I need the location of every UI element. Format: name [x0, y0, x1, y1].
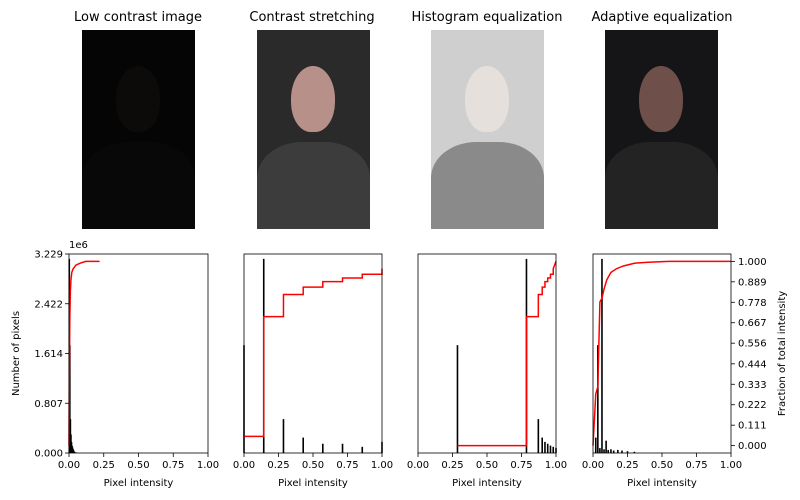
y2-tick-label: 0.000 [738, 441, 767, 452]
y2-tick-label: 0.222 [738, 400, 767, 411]
x-axis-label: Pixel intensity [278, 478, 348, 489]
y-axis-label: Number of pixels [11, 311, 22, 396]
y2-tick-label: 0.667 [738, 318, 767, 329]
x-tick-label: 0.25 [93, 460, 115, 471]
y-tick-label: 1.614 [34, 349, 63, 360]
portrait-image [431, 30, 544, 229]
portrait-face [116, 66, 160, 132]
y2-tick-label: 0.444 [738, 359, 767, 370]
x-axis-label: Pixel intensity [104, 478, 174, 489]
y2-tick-label: 0.556 [738, 339, 767, 350]
x-axis-label: Pixel intensity [627, 478, 697, 489]
x-tick-label: 0.75 [336, 460, 358, 471]
x-tick-label: 0.25 [267, 460, 289, 471]
portrait-body [82, 142, 195, 229]
x-tick-label: 1.00 [545, 460, 567, 471]
axes-frame [417, 253, 557, 454]
cdf-line [592, 260, 731, 446]
portrait-image [257, 30, 370, 229]
y-tick-label: 3.229 [34, 250, 63, 261]
x-tick-label: 0.50 [651, 460, 673, 471]
axes-frame [592, 253, 732, 454]
x-axis-label: Pixel intensity [452, 478, 522, 489]
x-tick-label: 0.00 [58, 460, 80, 471]
y2-tick-label: 1.000 [738, 257, 767, 268]
x-tick-label: 0.50 [302, 460, 324, 471]
y2-tick-label: 0.333 [738, 380, 767, 391]
cdf-line [244, 268, 383, 438]
y-tick-label: 0.807 [34, 399, 63, 410]
y2-axis-label: Fraction of total intensity [777, 291, 788, 416]
portrait-body [257, 142, 370, 229]
x-tick-label: 1.00 [197, 460, 219, 471]
portrait-body [431, 142, 544, 229]
x-tick-label: 0.75 [510, 460, 532, 471]
cdf-line [68, 260, 100, 446]
x-tick-label: 0.75 [685, 460, 707, 471]
x-tick-label: 0.00 [582, 460, 604, 471]
portrait-body [605, 142, 718, 229]
x-tick-label: 0.25 [616, 460, 638, 471]
y-multiplier: 1e6 [69, 240, 88, 251]
y2-tick-label: 0.889 [738, 277, 767, 288]
image-title: Low contrast image [74, 10, 202, 25]
image-title: Histogram equalization [411, 10, 563, 25]
y2-tick-label: 0.111 [738, 421, 767, 432]
cdf-line [457, 261, 557, 447]
image-title: Adaptive equalization [591, 10, 733, 25]
portrait-image [605, 30, 718, 229]
x-tick-label: 0.50 [476, 460, 498, 471]
x-tick-label: 0.25 [441, 460, 463, 471]
portrait-face [291, 66, 335, 132]
y-tick-label: 2.422 [34, 299, 63, 310]
x-tick-label: 1.00 [371, 460, 393, 471]
x-tick-label: 0.75 [162, 460, 184, 471]
axes-frame [243, 253, 383, 454]
portrait-face [465, 66, 509, 132]
y2-tick-label: 0.778 [738, 298, 767, 309]
x-tick-label: 0.50 [127, 460, 149, 471]
x-tick-label: 0.00 [233, 460, 255, 471]
x-tick-label: 0.00 [407, 460, 429, 471]
y-tick-label: 0.000 [34, 449, 63, 460]
x-tick-label: 1.00 [720, 460, 742, 471]
portrait-face [639, 66, 683, 132]
image-title: Contrast stretching [249, 10, 375, 25]
portrait-image [82, 30, 195, 229]
axes-frame [68, 253, 209, 454]
